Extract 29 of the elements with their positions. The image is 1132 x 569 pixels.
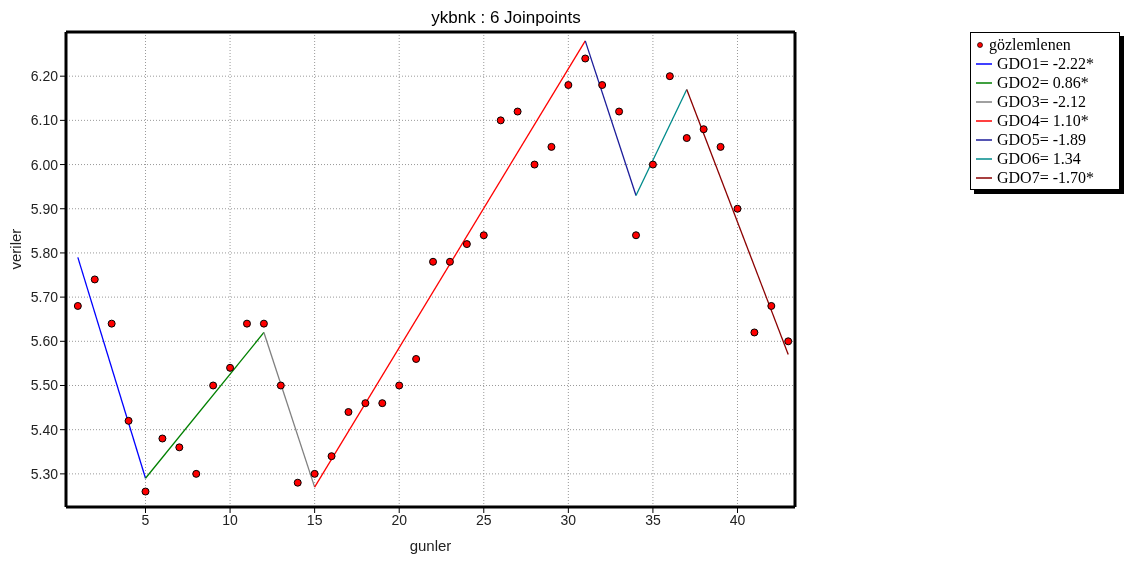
y-tick-label: 5.50 [30,377,59,394]
x-tick-label: 40 [729,511,746,528]
legend-label: GDO7= -1.70* [997,168,1095,187]
legend-label: GDO3= -2.12 [997,92,1087,111]
y-tick-label: 5.90 [30,200,59,217]
x-tick-label: 30 [560,511,577,528]
legend-label: GDO6= 1.34 [997,149,1081,168]
y-tick-label: 5.30 [30,465,59,482]
y-tick-label: 5.60 [30,333,59,350]
x-tick-label: 5 [141,511,150,528]
y-tick-label: 6.10 [30,112,59,129]
legend-label: GDO4= 1.10* [997,111,1089,130]
x-tick-label: 15 [306,511,323,528]
x-axis-title: gunler [409,537,452,554]
legend-label: GDO5= -1.89 [997,130,1087,149]
y-tick-label: 5.40 [30,421,59,438]
x-tick-label: 10 [222,511,239,528]
legend-label: GDO2= 0.86* [997,73,1089,92]
x-tick-label: 25 [475,511,492,528]
chart-title: ykbnk : 6 Joinpoints [430,8,582,28]
y-tick-label: 5.70 [30,289,59,306]
y-tick-label: 5.80 [30,244,59,261]
y-tick-label: 6.20 [30,68,59,85]
y-axis-title: veriler [7,228,25,270]
legend-label: gözlemlenen [989,35,1071,54]
x-tick-label: 20 [391,511,408,528]
y-tick-label: 6.00 [30,156,59,173]
legend-label: GDO1= -2.22* [997,54,1095,73]
x-tick-label: 35 [645,511,661,528]
